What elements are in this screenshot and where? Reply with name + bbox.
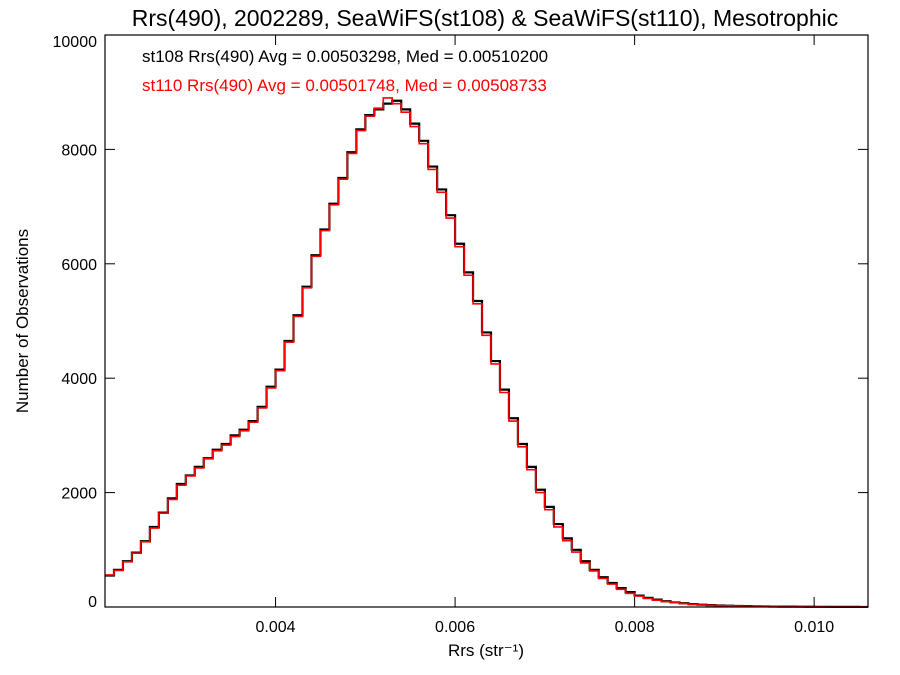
y-tick-label: 2000 <box>61 486 97 503</box>
y-axis-label: Number of Observations <box>13 229 32 413</box>
x-axis-label: Rrs (str⁻¹) <box>448 641 524 660</box>
legend-entry-st110: st110 Rrs(490) Avg = 0.00501748, Med = 0… <box>142 76 547 95</box>
y-tick-label: 6000 <box>61 257 97 274</box>
x-tick-label: 0.006 <box>435 619 475 636</box>
plot-frame <box>104 34 869 608</box>
series-line-st110 <box>105 97 868 608</box>
chart-title: Rrs(490), 2002289, SeaWiFS(st108) & SeaW… <box>132 5 838 31</box>
y-tick-label: 4000 <box>61 371 97 388</box>
legend-entry-st108: st108 Rrs(490) Avg = 0.00503298, Med = 0… <box>142 47 548 66</box>
plot-series-group <box>105 97 868 609</box>
y-tick-label: 8000 <box>61 142 97 159</box>
x-tick-label: 0.008 <box>615 619 655 636</box>
x-axis-ticks: 0.004 0.006 0.008 0.010 <box>256 35 834 636</box>
x-tick-label: 0.010 <box>794 619 834 636</box>
y-tick-label: 10000 <box>53 34 98 51</box>
y-tick-label: 0 <box>88 594 97 611</box>
x-tick-label: 0.004 <box>256 619 296 636</box>
y-axis-ticks: 0 2000 4000 6000 8000 10000 <box>53 34 868 611</box>
